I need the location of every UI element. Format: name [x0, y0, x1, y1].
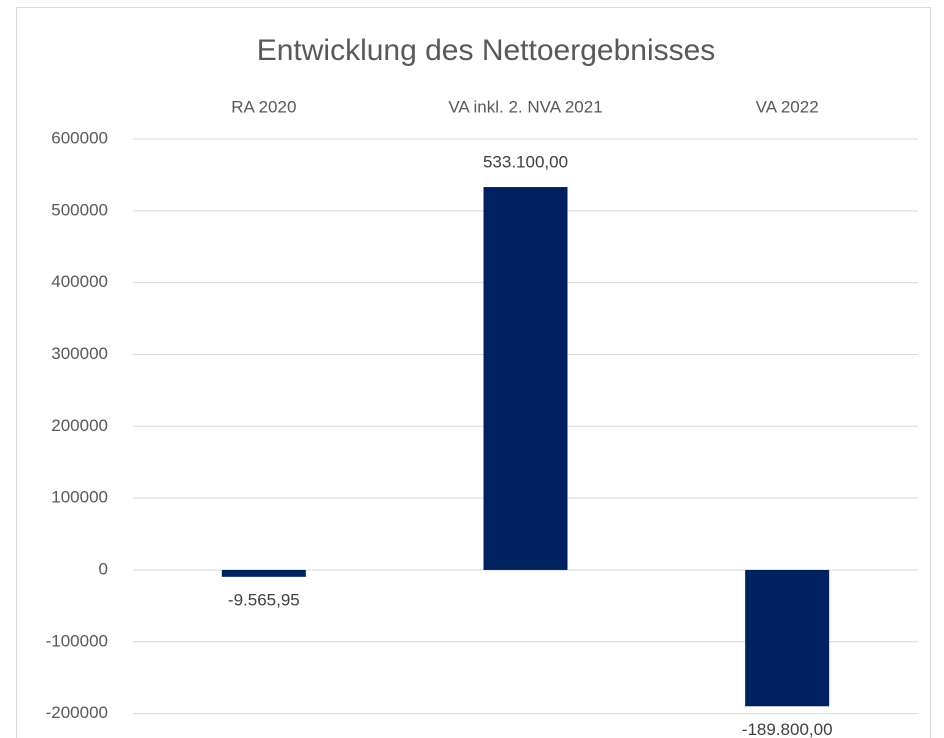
y-tick-label: 500000: [51, 200, 108, 219]
bar: [745, 569, 830, 707]
y-tick-label: 0: [99, 559, 108, 578]
y-tick-label: 600000: [51, 128, 108, 147]
y-tick-label: -100000: [46, 631, 108, 650]
y-tick-label: 400000: [51, 272, 108, 291]
y-tick-label: 200000: [51, 416, 108, 435]
bar: [483, 187, 568, 570]
value-label: -189.800,00: [742, 720, 833, 738]
value-label: 533.100,00: [483, 153, 568, 172]
y-tick-label: 300000: [51, 344, 108, 363]
y-tick-label: -200000: [46, 703, 108, 722]
bar: [221, 569, 306, 577]
chart-title: Entwicklung des Nettoergebnisses: [257, 34, 716, 67]
x-tick-label: VA 2022: [756, 97, 819, 116]
y-tick-label: 100000: [51, 488, 108, 507]
value-label: -9.565,95: [228, 590, 300, 609]
x-tick-label: VA inkl. 2. NVA 2021: [448, 97, 602, 116]
x-tick-label: RA 2020: [231, 97, 296, 116]
